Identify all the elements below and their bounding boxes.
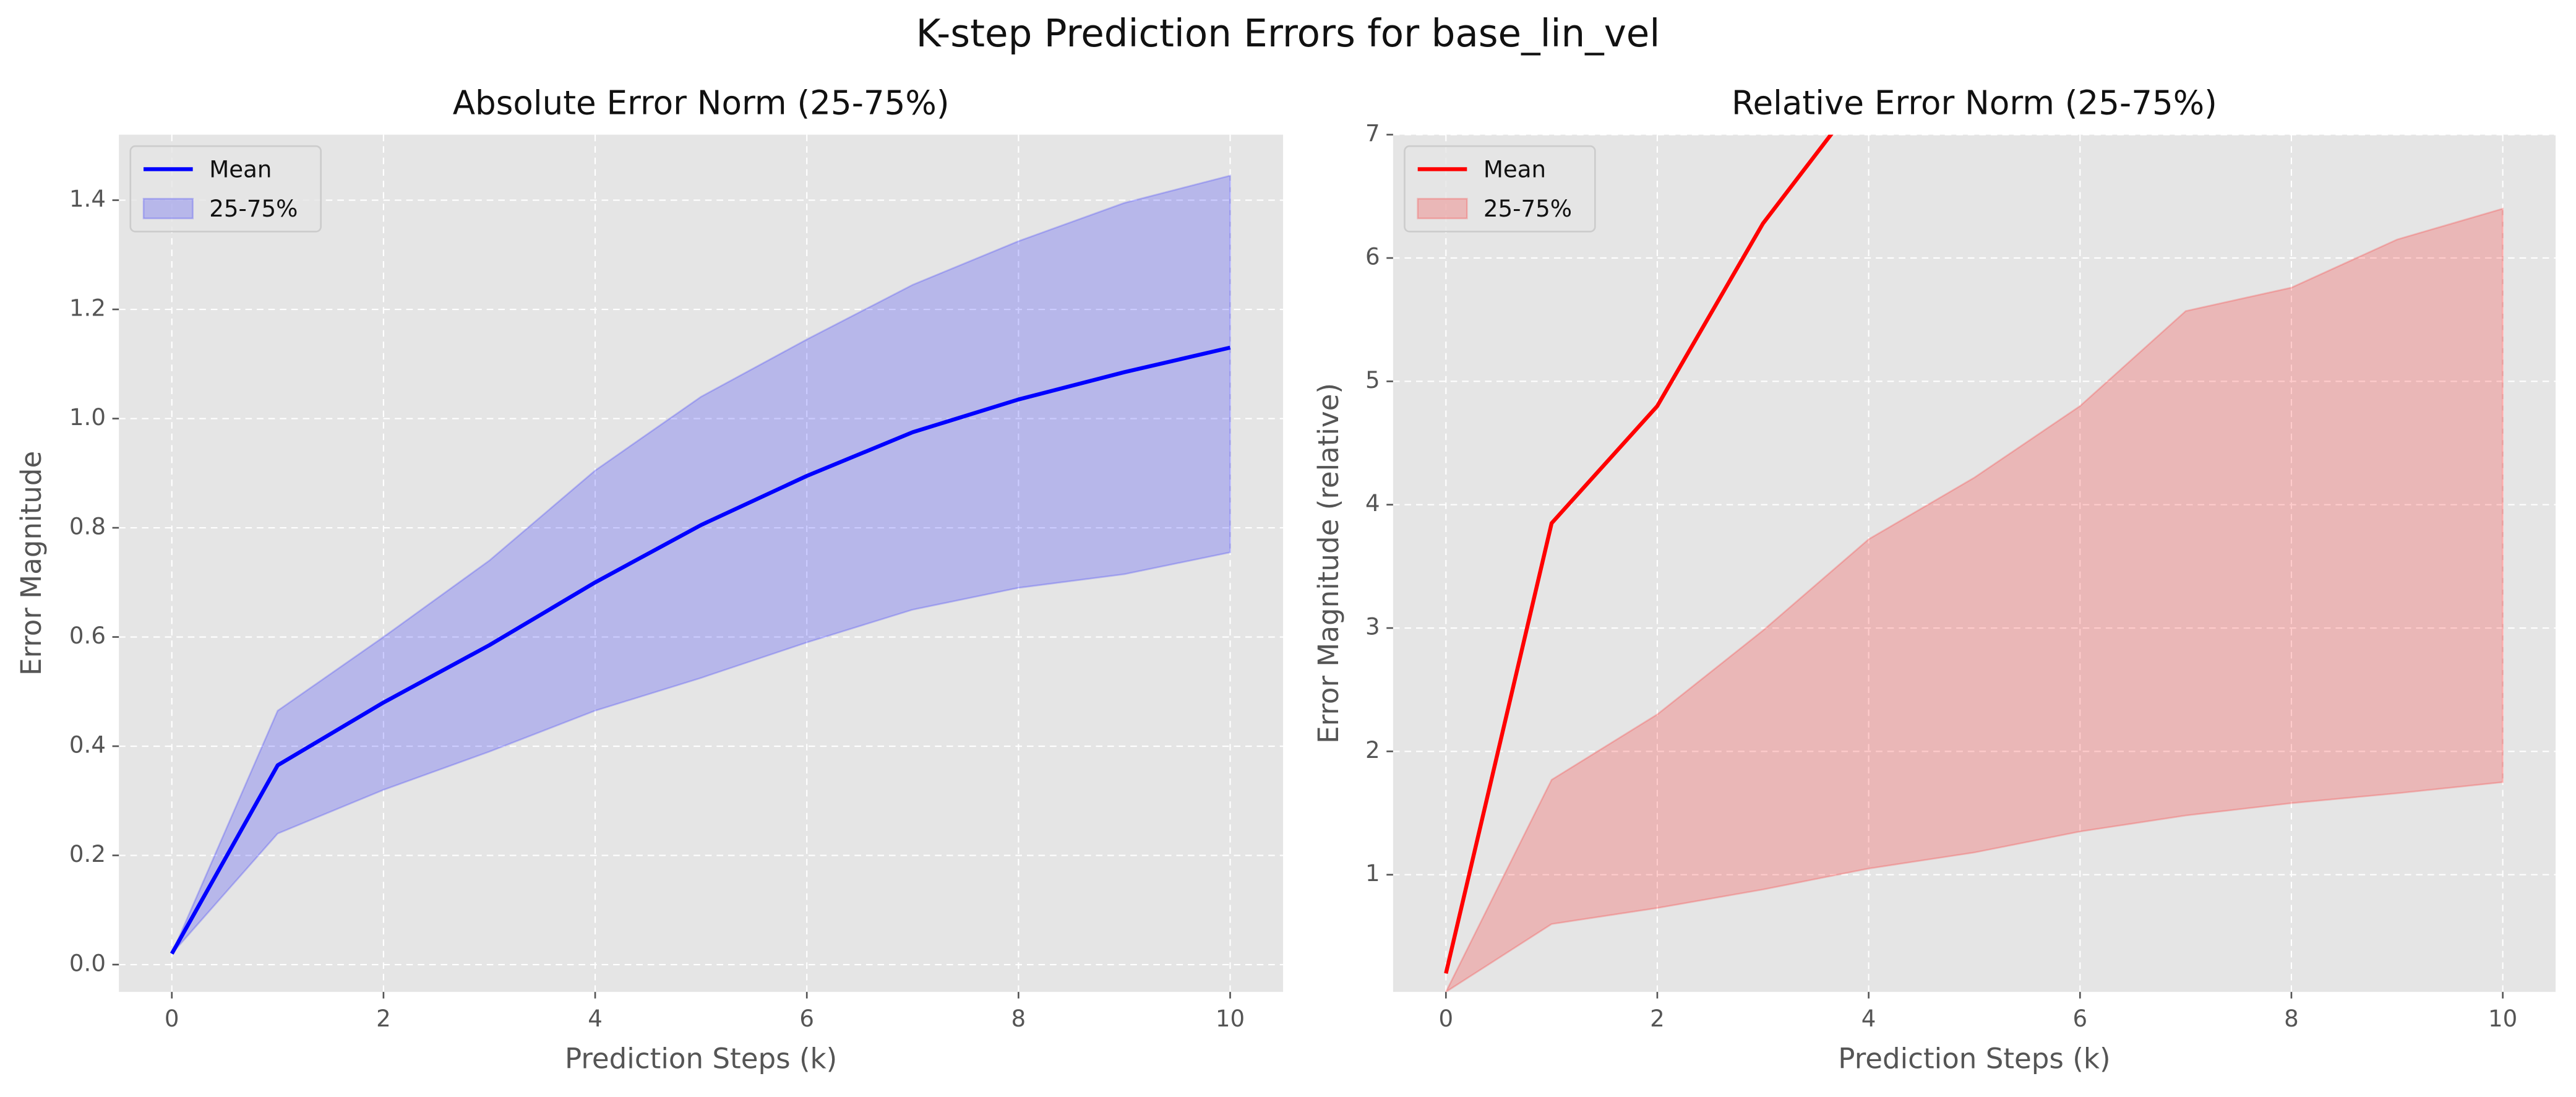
x-tick-label: 4 bbox=[588, 1005, 603, 1032]
x-axis-label: Prediction Steps (k) bbox=[565, 1043, 837, 1075]
y-tick-label: 1 bbox=[1365, 860, 1380, 887]
legend: Mean 25-75% bbox=[129, 145, 322, 233]
y-tick-label: 0.0 bbox=[69, 950, 106, 977]
legend: Mean 25-75% bbox=[1404, 145, 1596, 233]
y-tick-label: 0.4 bbox=[69, 732, 106, 759]
legend-label: Mean bbox=[1483, 157, 1546, 183]
x-tick-label: 2 bbox=[1650, 1005, 1665, 1032]
y-axis-label: Error Magnitude (relative) bbox=[1312, 383, 1345, 744]
x-tick-label: 8 bbox=[2284, 1005, 2299, 1032]
y-tick-label: 0.8 bbox=[69, 514, 106, 540]
y-tick-label: 1.0 bbox=[69, 404, 106, 431]
x-axis-label: Prediction Steps (k) bbox=[1838, 1043, 2110, 1075]
plot-area bbox=[1393, 134, 2556, 992]
x-tick-label: 0 bbox=[1438, 1005, 1453, 1032]
mean-line bbox=[1444, 134, 1834, 974]
subplot-title: Relative Error Norm (25-75%) bbox=[1732, 84, 2217, 123]
y-tick-label: 6 bbox=[1365, 243, 1380, 270]
y-tick-label: 1.4 bbox=[69, 186, 106, 212]
x-tick-label: 8 bbox=[1011, 1005, 1026, 1032]
figure-title: K-step Prediction Errors for base_lin_ve… bbox=[916, 12, 1660, 56]
x-tick-label: 10 bbox=[1216, 1005, 1245, 1032]
subplot-title: Absolute Error Norm (25-75%) bbox=[453, 84, 950, 123]
y-tick-label: 7 bbox=[1365, 120, 1380, 147]
legend-swatch bbox=[142, 197, 194, 220]
y-tick-label: 2 bbox=[1365, 737, 1380, 764]
x-tick-label: 10 bbox=[2488, 1005, 2517, 1032]
y-tick-label: 4 bbox=[1365, 490, 1380, 517]
legend-label: 25-75% bbox=[1483, 196, 1572, 222]
y-tick-label: 3 bbox=[1365, 614, 1380, 640]
legend-swatch bbox=[1417, 197, 1468, 220]
legend-label: Mean bbox=[209, 157, 272, 183]
x-tick-label: 2 bbox=[376, 1005, 391, 1032]
x-tick-label: 6 bbox=[2072, 1005, 2087, 1032]
x-tick-label: 0 bbox=[165, 1005, 179, 1032]
y-tick-label: 5 bbox=[1365, 367, 1380, 394]
x-tick-label: 6 bbox=[799, 1005, 814, 1032]
iqr-band bbox=[1445, 207, 2504, 992]
plot-content bbox=[1444, 134, 2504, 992]
plot-area bbox=[119, 134, 1284, 992]
iqr-band bbox=[171, 174, 1231, 955]
legend-label: 25-75% bbox=[209, 196, 298, 222]
y-axis-label: Error Magnitude bbox=[15, 451, 48, 676]
y-tick-label: 1.2 bbox=[69, 295, 106, 322]
y-tick-label: 0.2 bbox=[69, 841, 106, 867]
y-tick-label: 0.6 bbox=[69, 622, 106, 649]
subplot: 0 2 4 6 8 10 0.0 0.2 0.4 0.6 0.8 1.0 1.2 1.4 Absolute … bbox=[15, 84, 1284, 1075]
mean-line bbox=[170, 345, 1231, 955]
x-tick-label: 4 bbox=[1861, 1005, 1876, 1032]
plot-content bbox=[170, 174, 1231, 955]
